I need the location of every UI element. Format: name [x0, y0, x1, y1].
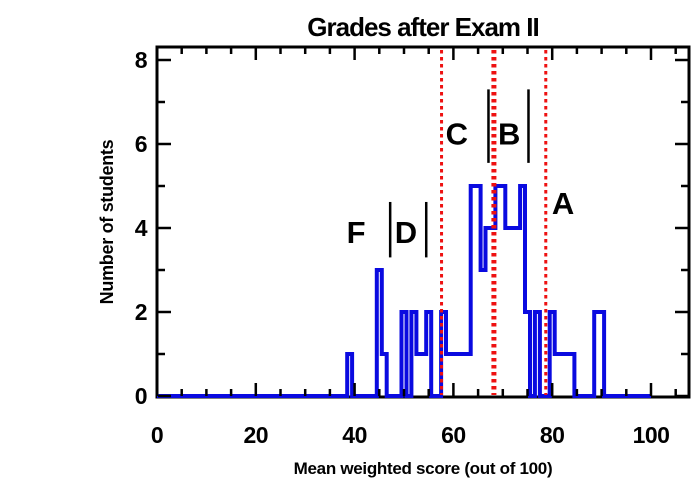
x-tick-label: 60 [441, 422, 466, 448]
x-tick-label: 0 [151, 422, 163, 448]
y-tick-label: 6 [135, 131, 147, 157]
grade-letter-F: F [347, 215, 366, 250]
grade-letter-B: B [498, 117, 520, 152]
x-tick-label: 20 [244, 422, 269, 448]
histogram-path [157, 184, 651, 398]
chart-title: Grades after Exam II [307, 12, 538, 42]
y-tick-label: 0 [135, 383, 147, 409]
grade-letter-A: A [552, 186, 574, 221]
plot-frame [155, 45, 691, 399]
axis-tick-labels: 0 20 40 60 80 100 0 2 4 6 8 [135, 47, 670, 448]
histogram-step-line [157, 184, 651, 398]
y-axis-label: Number of students [97, 139, 117, 304]
x-axis-label: Mean weighted score (out of 100) [294, 459, 553, 478]
x-tick-label: 100 [633, 422, 670, 448]
grade-letter-D: D [395, 215, 417, 250]
x-tick-label: 40 [342, 422, 367, 448]
grade-cutoff-lines [440, 50, 548, 395]
y-tick-label: 8 [135, 47, 148, 73]
axis-ticks [155, 48, 688, 398]
x-tick-label: 80 [540, 422, 565, 448]
grade-annotations: F D C BA [347, 89, 574, 258]
axes-frame [155, 45, 691, 399]
y-tick-label: 2 [135, 299, 147, 325]
y-tick-label: 4 [135, 215, 148, 241]
grade-letter-C: C [446, 117, 468, 152]
